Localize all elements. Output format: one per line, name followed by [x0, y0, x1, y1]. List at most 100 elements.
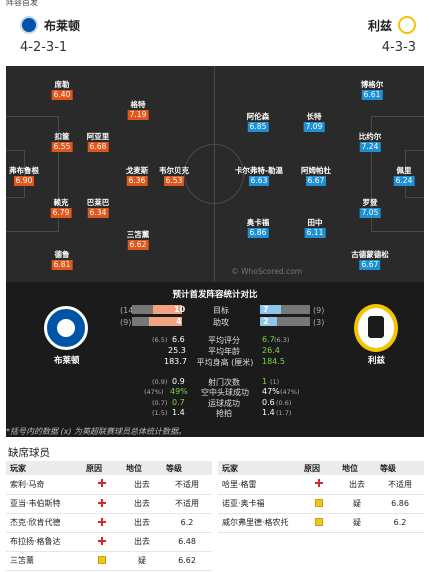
dribbles-home-note: (0.7) — [152, 399, 168, 407]
away-penalty-box — [371, 116, 424, 232]
player-rating-badge: 6.61 — [361, 90, 383, 100]
col-rating[interactable]: 等级 — [376, 461, 424, 475]
player-home-4[interactable]: 阿亚里 6.68 — [87, 132, 109, 152]
reason-cell — [82, 551, 122, 571]
col-player[interactable]: 玩家 — [218, 461, 300, 475]
player-away-11[interactable]: 古德蒙德松 6.67 — [351, 250, 389, 270]
table-row: 威尔弗里德·格农托 疑 6.2 — [218, 513, 424, 533]
table-row: 布拉扬·格鲁达 出去 6.48 — [6, 532, 212, 552]
player-name: 佩里 — [396, 166, 412, 175]
player-home-8[interactable]: 赖克 6.79 — [50, 198, 72, 218]
away-team[interactable]: 利兹 — [362, 16, 416, 34]
dribbles-away-note: (0.6) — [276, 399, 292, 407]
match-header: 布莱顿 4-2-3-1 利兹 4-3-3 — [0, 6, 430, 66]
player-away-9[interactable]: 奥卡福 6.86 — [247, 218, 269, 238]
avg-height-label: 平均身高 (厘米) — [196, 358, 254, 367]
player-away-7[interactable]: 佩里 6.24 — [393, 166, 415, 186]
goals-home-note: (14) — [120, 306, 137, 315]
col-status[interactable]: 地位 — [122, 461, 162, 475]
player-away-3[interactable]: 长特 7.09 — [303, 112, 325, 132]
player-rating-badge: 6.11 — [304, 228, 326, 238]
shots-home-note: (0.9) — [152, 378, 168, 386]
player-away-1[interactable]: 博格尔 6.61 — [360, 80, 384, 100]
player-home-11[interactable]: 德鲁 6.81 — [51, 250, 73, 270]
player-rating-badge: 6.67 — [359, 260, 381, 270]
player-home-7[interactable]: 韦尔贝克 6.53 — [159, 166, 189, 186]
player-rating-badge: 6.86 — [247, 228, 269, 238]
home-penalty-box — [6, 116, 59, 232]
injury-icon — [98, 536, 106, 545]
home-team[interactable]: 布莱顿 — [20, 16, 86, 34]
player-rating-badge: 6.85 — [247, 122, 269, 132]
player-home-2[interactable]: 格特 7.19 — [127, 100, 149, 120]
rating-cell: 6.62 — [162, 551, 212, 571]
reason-cell — [300, 475, 338, 495]
col-reason[interactable]: 原因 — [82, 461, 122, 475]
col-reason[interactable]: 原因 — [300, 461, 338, 475]
player-home-3[interactable]: 扣筐 6.55 — [51, 132, 73, 152]
player-name: 韦尔贝克 — [159, 166, 189, 175]
player-away-4[interactable]: 比约尔 7.24 — [359, 132, 381, 152]
col-status[interactable]: 地位 — [338, 461, 376, 475]
avg-age-home: 25.3 — [168, 346, 186, 355]
rating-cell: 6.2 — [162, 513, 212, 533]
player-name: 田中 — [307, 218, 323, 227]
shots-away: 1 — [262, 377, 268, 386]
goals-home-value: 10 — [174, 305, 186, 314]
player-home-5[interactable]: 弗布鲁根 6.90 — [9, 166, 39, 186]
missing-table-home: 玩家 原因 地位 等级 索利·马奇 出去 不适用 亚当·韦伯斯特 出去 不适用 杰克·欣肯代… — [6, 461, 212, 571]
player-away-2[interactable]: 阿伦森 6.85 — [247, 112, 269, 132]
stats-title: 预计首发阵容统计对比 — [172, 290, 258, 300]
player-name: 格特 — [130, 100, 146, 109]
missing-player-name[interactable]: 哈里·格雷 — [218, 475, 300, 495]
player-name: 德鲁 — [54, 250, 70, 259]
missing-player-name[interactable]: 威尔弗里德·格农托 — [218, 513, 300, 533]
player-away-6[interactable]: 阿姆帕杜 6.67 — [301, 166, 331, 186]
player-name: 弗布鲁根 — [9, 166, 39, 175]
player-rating-badge: 6.63 — [248, 176, 270, 186]
col-player[interactable]: 玩家 — [6, 461, 82, 475]
avg-height-home: 183.7 — [164, 357, 187, 366]
player-rating-badge: 6.55 — [51, 142, 73, 152]
shots-label: 射门次数 — [208, 378, 240, 387]
assists-away-value: 2 — [263, 317, 269, 326]
player-home-9[interactable]: 巴莱巴 6.34 — [86, 198, 110, 218]
missing-player-name[interactable]: 三笘薰 — [6, 551, 82, 571]
reason-cell — [82, 475, 122, 495]
player-home-1[interactable]: 席勒 6.40 — [51, 80, 73, 100]
missing-player-name[interactable]: 布拉扬·格鲁达 — [6, 532, 82, 552]
dribbles-label: 运球成功 — [208, 399, 240, 408]
center-circle — [184, 144, 244, 204]
player-rating-badge: 6.34 — [87, 208, 109, 218]
player-name: 戈麦斯 — [125, 166, 149, 175]
status-cell: 出去 — [122, 532, 162, 552]
player-home-6[interactable]: 戈麦斯 6.36 — [125, 166, 149, 186]
table-header-row: 玩家 原因 地位 等级 — [6, 461, 212, 475]
player-rating-badge: 6.67 — [305, 176, 327, 186]
player-rating-badge: 7.09 — [303, 122, 325, 132]
col-rating[interactable]: 等级 — [162, 461, 212, 475]
tackles-home-note: (1.5) — [152, 409, 168, 417]
player-rating-badge: 6.24 — [393, 176, 415, 186]
reason-cell — [300, 513, 338, 533]
top-strip: 阵容首发 — [0, 0, 430, 7]
player-away-8[interactable]: 罗登 7.05 — [359, 198, 381, 218]
avg-rating-home-note: (6.5) — [152, 336, 168, 344]
missing-player-name[interactable]: 杰克·欣肯代德 — [6, 513, 82, 533]
player-name: 扣筐 — [54, 132, 70, 141]
missing-player-name[interactable]: 索利·马奇 — [6, 475, 82, 495]
table-row: 诺亚·奥卡福 疑 6.86 — [218, 494, 424, 514]
away-team-name: 利兹 — [367, 18, 392, 33]
missing-player-name[interactable]: 诺亚·奥卡福 — [218, 494, 300, 514]
rating-cell: 不适用 — [162, 494, 212, 514]
missing-player-name[interactable]: 亚当·韦伯斯特 — [6, 494, 82, 514]
player-rating-badge: 6.79 — [50, 208, 72, 218]
status-cell: 疑 — [338, 513, 376, 533]
leeds-large-crest-icon — [354, 304, 398, 352]
player-home-10[interactable]: 三笘薰 6.62 — [127, 230, 149, 250]
aerial-label: 空中头球成功 — [201, 388, 249, 397]
player-name: 巴莱巴 — [86, 198, 110, 207]
player-away-10[interactable]: 田中 6.11 — [304, 218, 326, 238]
player-name: 博格尔 — [360, 80, 384, 89]
player-away-5[interactable]: 卡尔弗特-勒温 6.63 — [235, 166, 283, 186]
